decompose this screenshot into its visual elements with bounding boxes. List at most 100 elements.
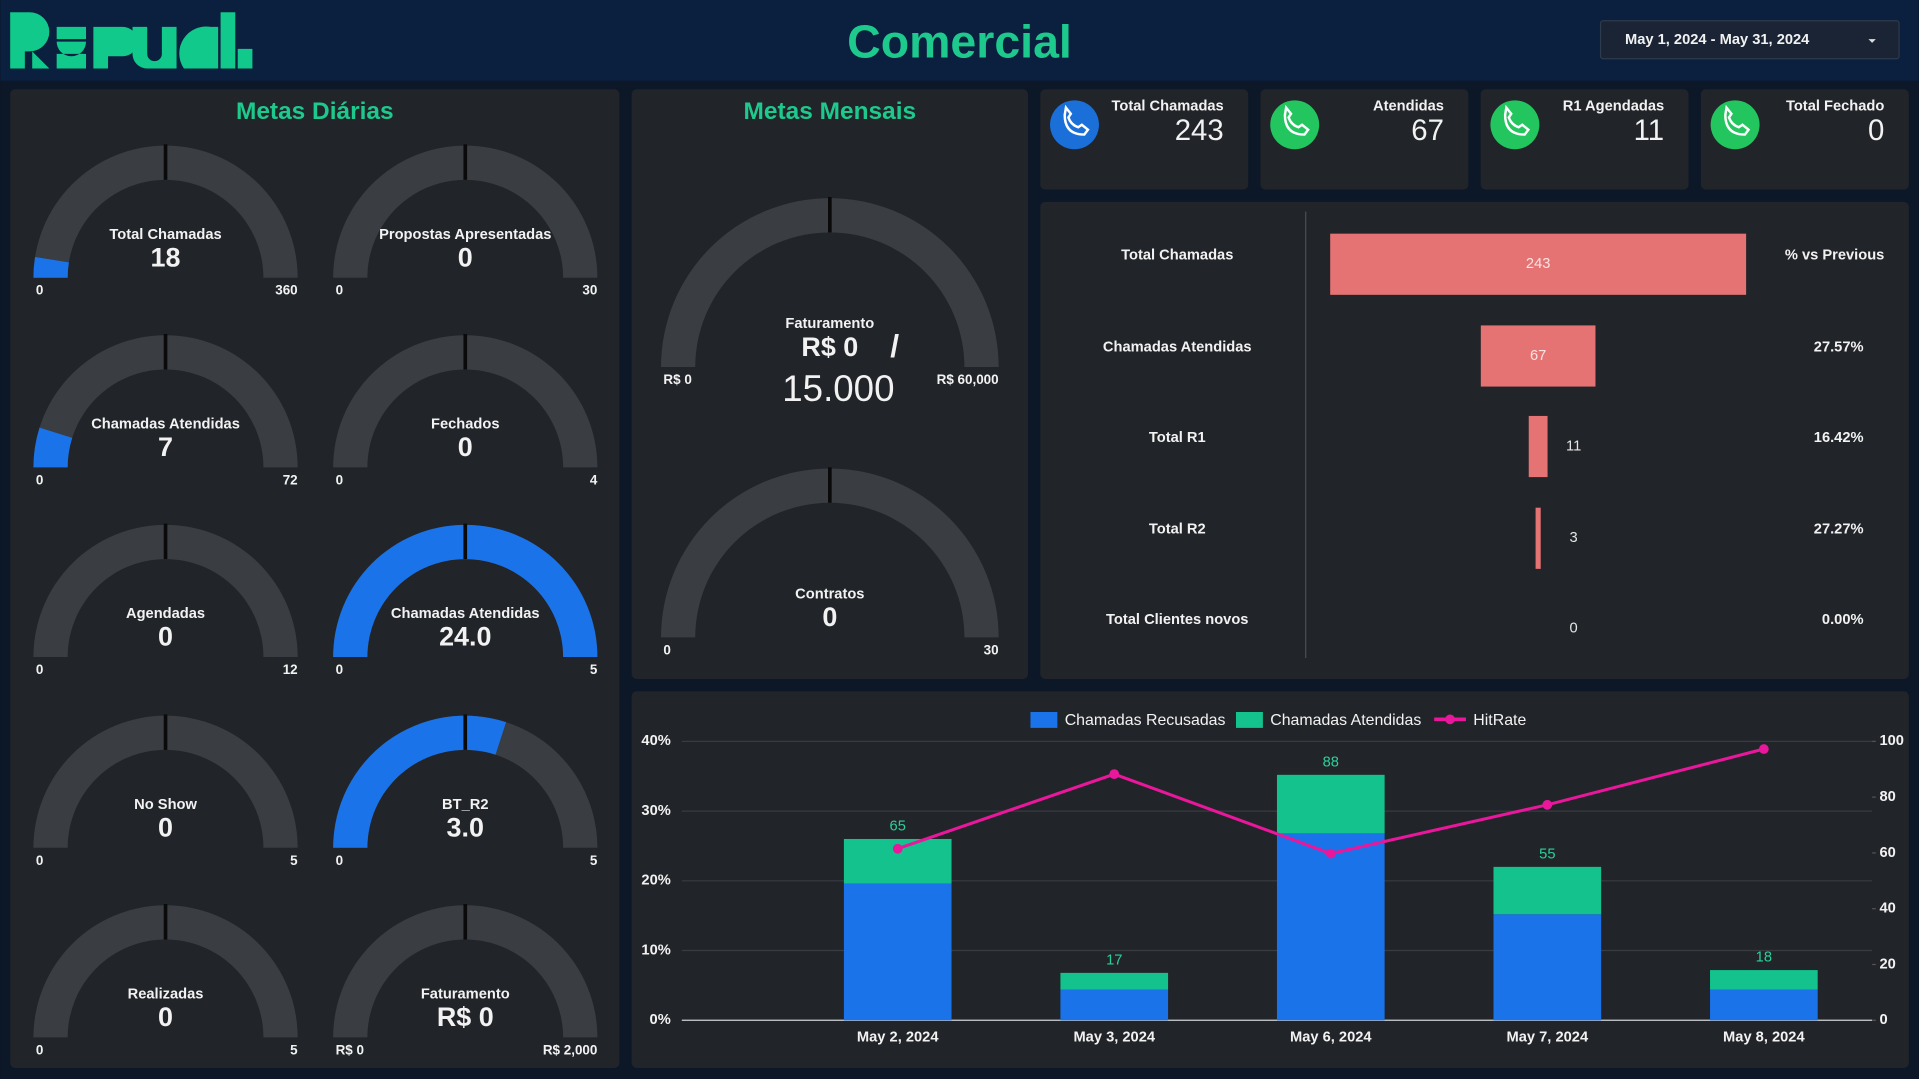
gauge-goal: 15.000 [782, 368, 894, 409]
funnel-value: 67 [1530, 348, 1546, 364]
panel-title: Metas Diárias [236, 98, 394, 125]
kpi-value: 0 [1868, 114, 1884, 147]
gauge-value: R$ 0 [801, 332, 858, 362]
kpi-label: R1 Agendadas [1563, 98, 1664, 114]
gauge-value: 0 [458, 432, 473, 462]
x-tick-label: May 7, 2024 [1507, 1029, 1589, 1045]
line-point [892, 843, 903, 854]
kpi-icon-glyph [1724, 104, 1751, 136]
date-range[interactable]: May 1, 2024 - May 31, 2024 [1625, 32, 1810, 48]
y2-tick-label: 60 [1879, 845, 1895, 861]
legend-swatch [1235, 711, 1263, 728]
gauge-value: 3.0 [447, 813, 484, 843]
legend-label: Chamadas Recusadas [1065, 712, 1226, 729]
gauge-tick-label: R$ 60,000 [937, 372, 999, 387]
gauge-tick-label: 4 [590, 472, 598, 487]
gauge-tick-label: 0 [36, 853, 43, 868]
funnel-category: Total Chamadas [1121, 248, 1233, 264]
gauge-title: Faturamento [421, 986, 510, 1002]
bar [1710, 989, 1818, 1021]
funnel-category: Chamadas Atendidas [1103, 339, 1252, 355]
kpi-label: Atendidas [1373, 98, 1444, 114]
panel-title: Metas Mensais [744, 98, 917, 125]
panel-funnel [1040, 201, 1909, 679]
gauge-title: Realizadas [128, 986, 204, 1002]
logo [10, 12, 253, 69]
gauge-tick-label: 5 [290, 853, 298, 868]
gauge-fill [333, 524, 598, 657]
kpi-label: Total Chamadas [1111, 98, 1223, 114]
funnel-value: 0 [1570, 621, 1578, 637]
total-label: 65 [890, 819, 906, 835]
kpi-icon-glyph [1503, 104, 1531, 136]
kpi-value: 67 [1411, 114, 1444, 147]
gauge-tick-label: 0 [336, 283, 343, 298]
gauge-title: BT_R2 [442, 797, 488, 813]
gauge-tick-label: 5 [290, 1042, 298, 1057]
gauge-tick-label: 5 [590, 662, 598, 677]
page-title: Comercial [847, 16, 1072, 68]
gauge-track [333, 145, 598, 278]
date-picker[interactable]: May 1, 2024 - May 31, 2024 [1599, 20, 1900, 60]
comparison-value: 16.42% [1814, 430, 1864, 446]
gauge-title: Faturamento [785, 316, 874, 332]
bar [1493, 866, 1602, 915]
logo-shape [132, 26, 177, 69]
y2-tick-label: 40 [1879, 901, 1895, 917]
gauge-tick-label: 0 [336, 472, 343, 487]
total-label: 18 [1756, 950, 1772, 966]
gauge-value: 24.0 [439, 622, 491, 652]
y2-tick-label: 100 [1879, 733, 1903, 749]
gauge-fill [33, 427, 73, 468]
gauge-title: No Show [134, 797, 197, 813]
gauge-track [33, 905, 298, 1038]
gauge-track [33, 145, 298, 278]
gauge-track [661, 198, 999, 368]
x-tick-label: May 8, 2024 [1723, 1029, 1805, 1045]
y-tick-label: 0% [650, 1012, 671, 1028]
x-tick-label: May 2, 2024 [857, 1029, 939, 1045]
funnel-value: 11 [1566, 438, 1581, 454]
y-tick-label: 30% [641, 803, 670, 819]
bar [1276, 833, 1385, 1021]
comparison-value: 27.57% [1814, 339, 1864, 355]
total-label: 88 [1323, 754, 1339, 770]
gauge-tick-label: 0 [36, 283, 43, 298]
logo-shape [10, 12, 50, 69]
bar [843, 883, 952, 1021]
date-picker-box[interactable] [1599, 20, 1900, 60]
logo-shape [56, 26, 87, 69]
bar [1060, 972, 1169, 990]
gauge-value: 0 [158, 813, 173, 843]
gauge-tick-label: 0 [36, 1042, 43, 1057]
kpi-value: 243 [1175, 114, 1224, 147]
funnel-category: Total R2 [1149, 522, 1206, 538]
gauge-value: 0 [158, 622, 173, 652]
y2-tick-label: 80 [1879, 789, 1895, 805]
logo-shape [179, 12, 253, 69]
gauge-track [33, 715, 298, 848]
kpi-icon-glyph [1283, 104, 1310, 136]
bar [1276, 774, 1385, 834]
x-tick-label: May 6, 2024 [1290, 1029, 1372, 1045]
y2-tick-label: 20 [1879, 956, 1895, 972]
y-tick-label: 40% [641, 733, 670, 749]
gauge-tick-label: R$ 0 [336, 1042, 364, 1057]
gauge-title: Propostas Apresentadas [379, 227, 551, 243]
x-tick-label: May 3, 2024 [1073, 1029, 1155, 1045]
legend-label: Chamadas Atendidas [1270, 712, 1421, 729]
legend-swatch [1030, 711, 1058, 728]
gauge-track [661, 468, 999, 638]
gauge-value: 0 [458, 242, 473, 272]
funnel-category: Total Clientes novos [1106, 612, 1248, 628]
kpi-icon-glyph [1063, 104, 1090, 136]
gauge-value: 0 [822, 602, 837, 632]
gauge-tick-label: 0 [36, 662, 43, 677]
gauge-tick-label: 0 [36, 472, 43, 487]
gauge-track [33, 335, 298, 468]
panel-daily [10, 89, 620, 1068]
funnel-bar [1480, 325, 1596, 387]
dropdown-caret[interactable] [1868, 39, 1876, 43]
gauge-tick-label: 0 [336, 853, 343, 868]
